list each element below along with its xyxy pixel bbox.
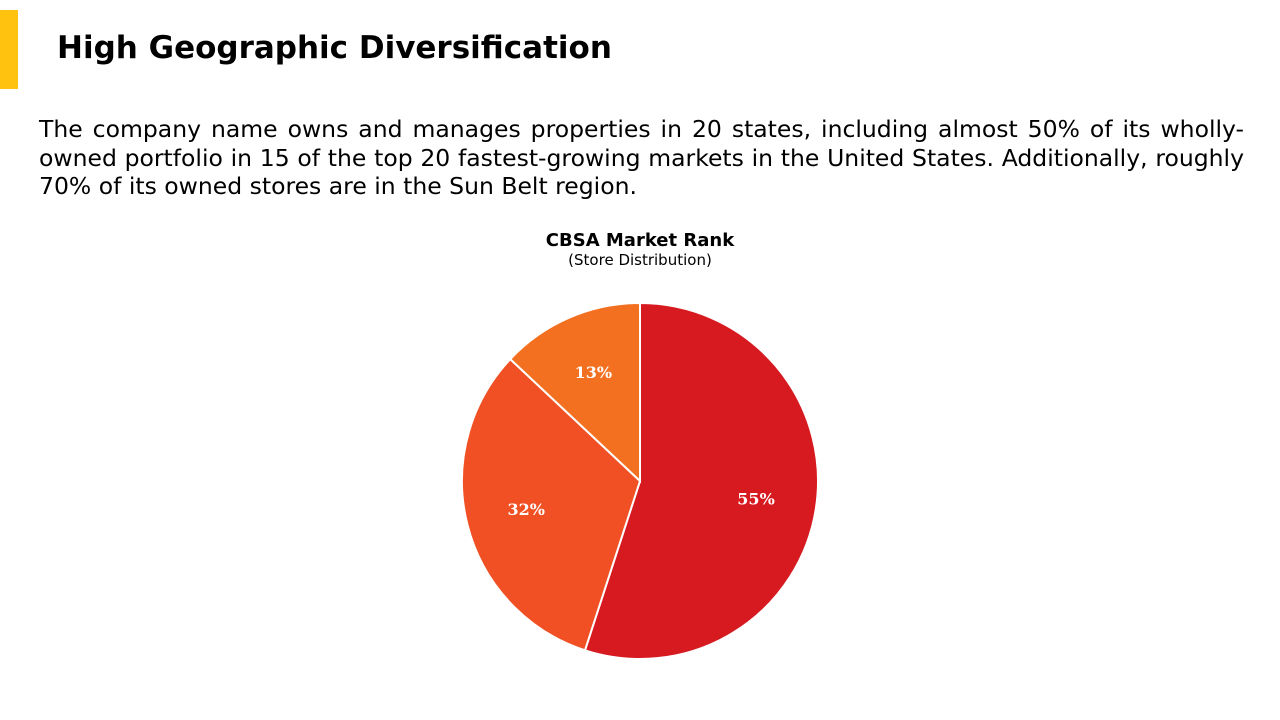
pie-slice xyxy=(508,301,641,484)
pie-slice xyxy=(583,301,819,660)
page-title: High Geographic Diversification xyxy=(57,30,612,66)
slice-label: 32% xyxy=(507,500,544,519)
body-text: The company name owns and manages proper… xyxy=(39,115,1244,200)
pie-slice xyxy=(461,357,642,652)
chart-title: CBSA Market Rank xyxy=(545,230,735,251)
slice-label: 13% xyxy=(575,363,612,382)
accent-bar xyxy=(0,10,18,89)
chart-subtitle: (Store Distribution) xyxy=(568,251,712,269)
slice-label: 55% xyxy=(737,489,774,508)
